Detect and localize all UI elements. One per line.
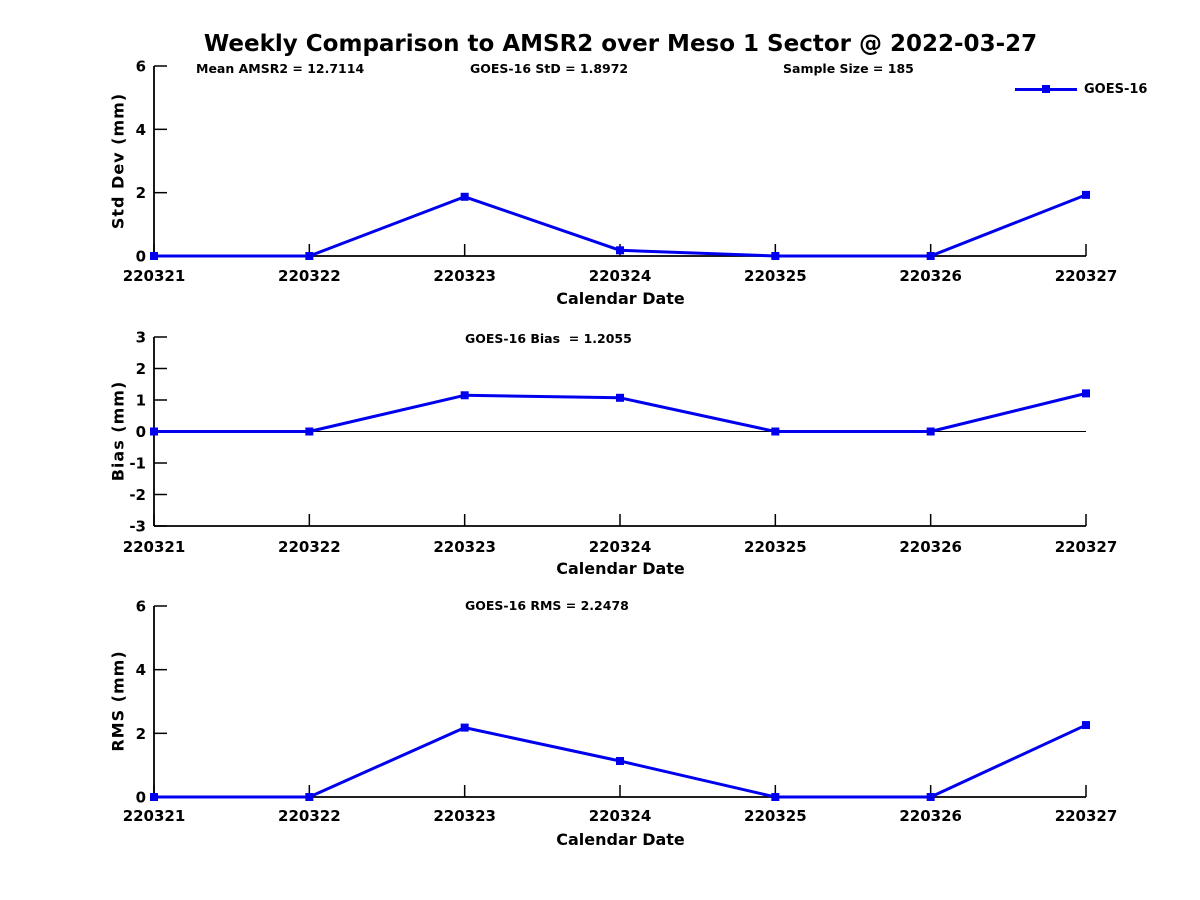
rms-y-tick-label: 0 xyxy=(136,789,146,807)
std-dev-x-tick-label: 220323 xyxy=(433,267,496,285)
rms-x-axis-label: Calendar Date xyxy=(556,830,685,849)
rms-x-tick-label: 220326 xyxy=(899,807,962,825)
rms-x-tick-label: 220321 xyxy=(123,807,186,825)
std-dev-x-tick-label: 220324 xyxy=(589,267,652,285)
legend: GOES-16 xyxy=(1015,81,1148,97)
std-dev-y-tick-label: 0 xyxy=(136,248,146,266)
legend-label: GOES-16 xyxy=(1084,81,1148,97)
rms-y-tick-label: 2 xyxy=(136,725,146,743)
chart-rms: 0 2 4 6 220321 220322 220323 220324 220325 220326… xyxy=(123,598,1118,826)
std-dev-y-tick-label: 6 xyxy=(136,58,146,76)
rms-data-point xyxy=(771,793,780,801)
rms-data-point xyxy=(926,793,935,801)
bias-x-tick-label: 220322 xyxy=(278,538,341,556)
bias-data-point xyxy=(305,427,314,436)
bias-y-tick-label: -1 xyxy=(129,455,146,473)
chart-std-dev: 0 2 4 6 220321 220322 220323 220324 220325 220326… xyxy=(123,58,1118,286)
rms-x-tick-label: 220325 xyxy=(744,807,807,825)
stat-goes16-rms: GOES-16 RMS = 2.2478 xyxy=(465,598,629,613)
bias-y-tick-label: -3 xyxy=(129,518,146,536)
rms-x-tick-label: 220324 xyxy=(589,807,652,825)
figure-title: Weekly Comparison to AMSR2 over Meso 1 S… xyxy=(203,31,1038,57)
bias-data-point xyxy=(460,391,469,400)
rms-y-tick-label: 6 xyxy=(136,598,146,616)
std-dev-data-point xyxy=(771,252,780,260)
stat-goes16-std: GOES-16 StD = 1.8972 xyxy=(470,61,629,76)
rms-data-point xyxy=(616,757,624,766)
rms-data-point xyxy=(305,793,314,801)
rms-x-tick-label: 220322 xyxy=(278,807,341,825)
std-dev-data-point xyxy=(460,192,469,201)
std-dev-data-point xyxy=(616,246,624,255)
bias-x-tick-label: 220323 xyxy=(433,538,496,556)
std-dev-x-tick-label: 220326 xyxy=(899,267,962,285)
std-dev-data-point xyxy=(926,252,935,260)
bias-x-axis-label: Calendar Date xyxy=(556,559,685,578)
legend-square-marker-icon xyxy=(1042,85,1050,93)
bias-y-tick-label: 0 xyxy=(136,423,146,441)
rms-x-tick-label: 220323 xyxy=(433,807,496,825)
std-dev-x-tick-label: 220322 xyxy=(278,267,341,285)
bias-y-tick-label: -2 xyxy=(129,486,146,504)
std-dev-y-tick-label: 4 xyxy=(136,121,146,139)
rms-x-tick-label: 220327 xyxy=(1055,807,1118,825)
rms-y-tick-label: 4 xyxy=(136,661,146,679)
stddev-x-axis-label: Calendar Date xyxy=(556,289,685,308)
bias-y-tick-label: 1 xyxy=(136,392,146,410)
chart-bias: -3 -2 -1 0 1 2 3 220321 220322 220323 220324 220325… xyxy=(123,329,1118,557)
std-dev-data-point xyxy=(1082,190,1090,199)
bias-data-point xyxy=(1082,389,1090,398)
bias-data-point xyxy=(926,427,935,436)
std-dev-x-tick-label: 220327 xyxy=(1055,267,1118,285)
bias-y-tick-label: 2 xyxy=(136,360,146,378)
bias-data-point xyxy=(616,393,624,402)
stat-goes16-bias: GOES-16 Bias = 1.2055 xyxy=(465,331,632,346)
bias-x-tick-label: 220327 xyxy=(1055,538,1118,556)
rms-data-point xyxy=(150,793,158,801)
std-dev-data-point xyxy=(305,252,314,260)
bias-x-tick-label: 220326 xyxy=(899,538,962,556)
rms-data-point xyxy=(1082,721,1090,730)
stat-mean-amsr2: Mean AMSR2 = 12.7114 xyxy=(196,61,365,76)
std-dev-data-point xyxy=(150,252,158,260)
std-dev-y-tick-label: 2 xyxy=(136,184,146,202)
rms-data-point xyxy=(460,723,469,732)
std-dev-x-tick-label: 220321 xyxy=(123,267,186,285)
bias-y-tick-label: 3 xyxy=(136,329,146,347)
bias-x-tick-label: 220325 xyxy=(744,538,807,556)
std-dev-x-tick-label: 220325 xyxy=(744,267,807,285)
bias-x-tick-label: 220324 xyxy=(589,538,652,556)
legend-line-sample xyxy=(1015,85,1077,93)
bias-x-tick-label: 220321 xyxy=(123,538,186,556)
bias-data-point xyxy=(771,427,780,436)
stat-sample-size: Sample Size = 185 xyxy=(783,61,914,76)
bias-data-point xyxy=(150,427,158,436)
